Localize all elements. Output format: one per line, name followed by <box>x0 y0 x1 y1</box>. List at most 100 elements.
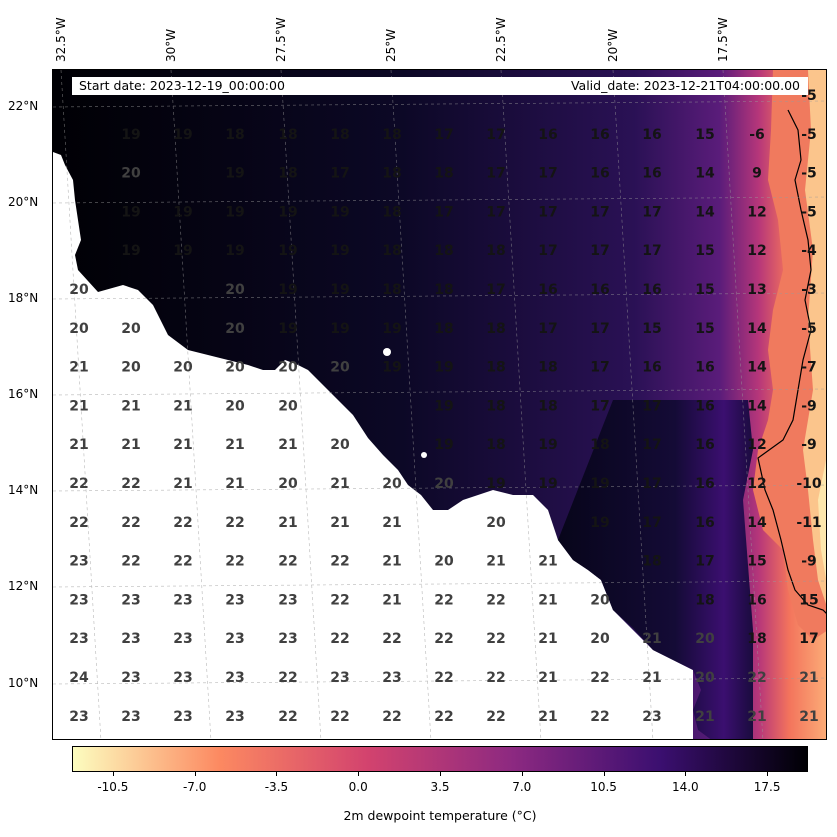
grid-value: 19 <box>278 243 297 259</box>
grid-value: 23 <box>642 709 661 725</box>
grid-value: 17 <box>642 398 661 414</box>
colorbar-tick-label: -7.0 <box>182 780 207 794</box>
grid-value: 14 <box>747 360 767 376</box>
colorbar-tick-label: 3.5 <box>430 780 450 794</box>
grid-value: -5 <box>801 204 817 220</box>
grid-value: 21 <box>538 631 557 647</box>
grid-value: 23 <box>173 670 192 686</box>
grid-value: 22 <box>590 709 609 725</box>
colorbar-tick-label: 17.5 <box>753 780 781 794</box>
grid-value: 23 <box>69 631 88 647</box>
grid-value: 17 <box>590 243 609 259</box>
grid-value: 22 <box>382 631 401 647</box>
grid-value: 9 <box>752 166 762 182</box>
grid-value: 22 <box>225 554 244 570</box>
grid-value: 20 <box>382 476 402 492</box>
grid-value: 19 <box>225 204 244 220</box>
colorbar-tick-label: -10.5 <box>97 780 129 794</box>
grid-value: 18 <box>434 282 453 298</box>
grid-value: 19 <box>382 321 401 337</box>
very-dry-zone <box>803 70 826 604</box>
grid-value: 20 <box>225 282 245 298</box>
grid-value: 23 <box>69 709 88 725</box>
colorbar-tick-mark <box>194 772 196 776</box>
latitude-label: 18°N <box>8 291 39 305</box>
meridian-line <box>612 70 654 739</box>
grid-value: 18 <box>486 437 505 453</box>
grid-value: 21 <box>69 437 88 453</box>
grid-value: 21 <box>642 670 661 686</box>
grid-value: 22 <box>121 515 140 531</box>
grid-value: 17 <box>486 166 505 182</box>
grid-value: 16 <box>695 360 714 376</box>
grid-value: 17 <box>486 127 505 143</box>
grid-value: 23 <box>278 592 297 608</box>
grid-value: 21 <box>538 709 557 725</box>
grid-value: 18 <box>278 166 297 182</box>
grid-value: 22 <box>330 592 349 608</box>
grid-value: 22 <box>382 709 401 725</box>
grid-value: 21 <box>173 476 192 492</box>
grid-value: 19 <box>225 166 244 182</box>
grid-value: 16 <box>747 592 766 608</box>
grid-value: 16 <box>695 515 714 531</box>
grid-value: 20 <box>330 360 350 376</box>
grid-value: 17 <box>642 476 661 492</box>
grid-value: 19 <box>330 243 349 259</box>
grid-value: 19 <box>434 398 453 414</box>
grid-value: 14 <box>695 166 715 182</box>
colorbar-title: 2m dewpoint temperature (°C) <box>343 808 537 823</box>
grid-value: 23 <box>382 670 401 686</box>
grid-value: 19 <box>121 127 140 143</box>
grid-value: 23 <box>173 592 192 608</box>
grid-value: 20 <box>434 554 454 570</box>
grid-value: 17 <box>538 243 557 259</box>
grid-value-labels: -5 19 19 18 18 18 18 17 17 16 16 16 15 -6 -5 20 19 18 17 18… <box>69 88 822 725</box>
grid-value: 18 <box>278 127 297 143</box>
grid-value: 16 <box>590 127 609 143</box>
grid-value: 21 <box>799 709 818 725</box>
grid-value: 21 <box>695 709 714 725</box>
grid-value: 14 <box>747 515 767 531</box>
grid-value: 21 <box>642 631 661 647</box>
grid-value: 20 <box>121 321 141 337</box>
grid-value: 17 <box>590 204 609 220</box>
grid-value: 16 <box>642 360 661 376</box>
grid-value: 21 <box>330 476 349 492</box>
grid-value: 15 <box>695 321 714 337</box>
island-marker <box>383 348 391 356</box>
grid-value: 21 <box>173 398 192 414</box>
longitude-label: 20°W <box>606 28 620 62</box>
grid-value: -5 <box>801 166 817 182</box>
grid-value: 20 <box>590 592 610 608</box>
grid-value: 17 <box>799 631 818 647</box>
grid-value: 17 <box>695 554 714 570</box>
grid-value: 15 <box>695 282 714 298</box>
grid-value: 18 <box>486 243 505 259</box>
grid-value: 22 <box>590 670 609 686</box>
grid-value: 20 <box>69 321 89 337</box>
grid-value: -3 <box>801 282 817 298</box>
grid-value: -4 <box>801 243 817 259</box>
colorbar-tick-label: 10.5 <box>590 780 617 794</box>
grid-value: 21 <box>538 554 557 570</box>
grid-value: 15 <box>642 321 661 337</box>
grid-value: 18 <box>538 398 557 414</box>
colorbar-tick-mark <box>440 772 441 776</box>
grid-value: 23 <box>173 631 192 647</box>
grid-value: 22 <box>330 631 349 647</box>
grid-value: 18 <box>747 631 766 647</box>
grid-value: 17 <box>434 127 453 143</box>
grid-value: 17 <box>590 360 609 376</box>
grid-value: 12 <box>747 476 766 492</box>
grid-value: 20 <box>486 515 506 531</box>
grid-value: 18 <box>434 321 453 337</box>
grid-value: -10 <box>796 476 822 492</box>
grid-value: 20 <box>278 360 298 376</box>
grid-value: 23 <box>225 631 244 647</box>
grid-value: 22 <box>121 554 140 570</box>
driest-zone <box>818 460 826 579</box>
grid-value: 19 <box>538 437 557 453</box>
grid-value: 19 <box>173 127 192 143</box>
valid-date-label: Valid_date: 2023-12-21T04:00:00.00 <box>570 78 800 93</box>
